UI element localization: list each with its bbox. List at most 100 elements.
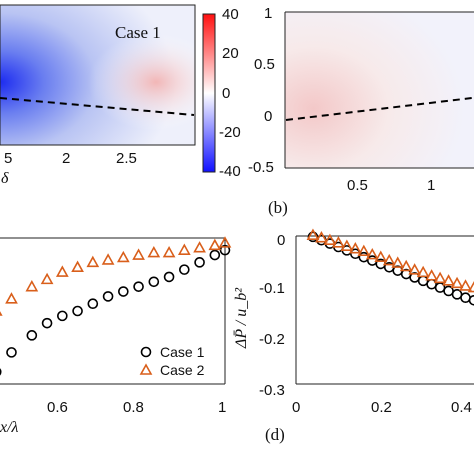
panel-d-xtick-1: 0 [292,399,300,416]
panel-b-dashed-line [285,97,473,121]
panel-d-series2-point [365,247,379,260]
panel-b: 1 0.5 0 -0.5 0.5 1 (b) [248,5,474,217]
panel-d-series2-point [348,242,362,254]
panel-a-xtick-3: 2.5 [116,150,137,167]
panel-c-series2-point [71,260,84,273]
panel-d-xtick-2: 0.2 [371,399,392,416]
panel-c-series2-point [25,280,39,292]
panel-b-label: (b) [268,198,288,217]
panel-c-series1-point [72,305,83,317]
panel-a: Case 1 5 2 2.5 δ [0,4,196,187]
panel-c-series1-point [41,317,53,329]
panel-d-ytick-4: -0.3 [259,382,285,399]
panel-d-series1-point [451,289,463,300]
panel-c-series2-point [116,250,130,263]
panel-c-series2-point [193,241,206,253]
panel-d-series2-point [425,269,438,281]
panel-d: 0 -0.1 -0.2 -0.3 0 0.2 0.4 ΔP̄ / u_b² (d… [233,228,474,444]
panel-c-series2-point [132,248,145,260]
panel-b-ytick-3: 0 [264,108,272,125]
panel-b-ytick-2: 0.5 [254,56,275,73]
panel-c-series1-point [163,271,175,283]
panel-c-xlabel: x/λ [0,419,19,436]
panel-d-series2-point [442,274,455,286]
panel-d-series2-point [450,276,464,289]
panel-c-xtick-2: 0.8 [123,399,144,416]
panel-d-ylabel: ΔP̄ / u_b² [233,287,250,349]
panel-c-series2-point [0,311,3,316]
panel-a-frame [0,4,196,146]
panel-a-annotation: Case 1 [115,23,161,42]
panel-d-series1-point [417,275,429,287]
legend-case2-marker [139,363,153,375]
panel-c-series2-point [101,253,115,265]
colorbar-tick-4: -20 [219,124,241,141]
panel-c-series1-point [133,281,144,292]
panel-d-series2-point [315,231,328,243]
panel-c-series1-point [0,368,2,376]
panel-c-series2-point [5,292,18,304]
panel-c: 0.6 0.8 1 x/λ Case 1 Case 2 [0,236,232,436]
panel-a-xtick-1: 5 [4,150,12,167]
panel-d-ytick-2: -0.1 [259,280,285,297]
panel-d-series2-point [391,256,405,268]
panel-b-xtick-2: 1 [427,177,435,194]
panel-d-series2-point [459,279,472,291]
panel-c-series2-point [208,238,222,251]
legend-case2-label: Case 2 [160,362,205,378]
colorbar-tick-2: 20 [222,45,239,62]
panel-d-series1-point [358,251,370,263]
panel-a-red-field [0,5,195,145]
panel-b-xtick-1: 0.5 [347,177,368,194]
panel-c-series1-point [194,257,205,268]
panel-c-series2-point [86,255,100,268]
colorbar-tick-3: 0 [222,85,230,102]
panel-d-ytick-1: 0 [277,232,285,249]
panel-c-series1-point [179,264,190,275]
panel-d-series2-point [306,228,320,240]
legend-case1-marker [140,346,152,358]
panel-a-xlabel: δ [1,170,9,187]
panel-d-series2-point [340,239,354,251]
panel-d-label: (d) [265,425,285,444]
colorbar-tick-1: 40 [222,6,239,23]
panel-d-ytick-3: -0.2 [259,331,285,348]
panel-d-series2-point [399,259,413,272]
panel-d-series1-point [460,292,471,304]
panel-d-series2-point [408,263,422,275]
colorbar-scale [202,13,216,173]
panel-c-series2-point [162,245,176,258]
panel-c-series1-point [219,244,231,256]
panel-c-series2-point [218,236,232,248]
panel-d-series1-point [426,278,437,290]
panel-c-series1-point [57,310,68,322]
panel-d-series2-point [433,271,447,284]
panel-c-series1-point [118,286,129,297]
panel-a-xtick-2: 2 [62,150,70,167]
panel-a-dashed-line [0,97,195,116]
panel-c-series1-point [6,347,17,358]
panel-c-series1-point [102,291,114,302]
panel-d-series2-point [332,236,345,248]
legend-case1-label: Case 1 [160,344,205,360]
panel-d-series2-point [374,250,388,262]
panel-c-series1-point [26,330,38,341]
panel-c-series1-point [209,249,221,261]
panel-c-series1-point [87,298,99,310]
panel-d-xtick-3: 0.4 [451,399,472,416]
panel-d-series2-point [416,265,430,278]
panel-d-series2-point [467,280,474,293]
panel-c-xtick-1: 0.6 [47,399,68,416]
panel-b-field [285,12,474,168]
colorbar-tick-5: -40 [219,163,241,180]
panel-d-series2-point [382,253,396,266]
panel-d-series2-point [357,244,371,257]
panel-b-ytick-1: 1 [264,5,272,22]
panel-b-ytick-4: -0.5 [248,159,274,176]
panel-c-series2-point [147,245,161,258]
panel-c-series2-point [177,243,191,255]
panel-c-series2-point [40,272,54,285]
panel-c-series2-point [55,265,69,277]
panel-c-xtick-3: 1 [218,399,226,416]
